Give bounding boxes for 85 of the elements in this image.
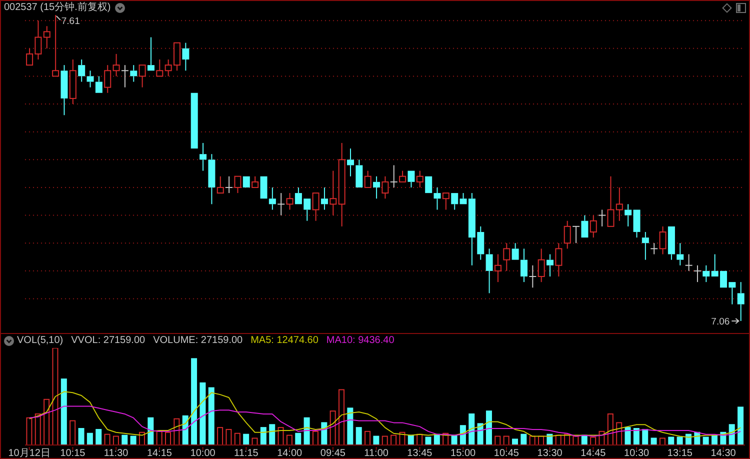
x-tick-label: 11:00 (364, 448, 389, 459)
x-tick-label: 14:00 (277, 448, 303, 459)
bar (659, 438, 666, 445)
x-tick-label: 13:15 (667, 448, 693, 459)
bar (477, 423, 484, 445)
bar (286, 434, 292, 445)
bar (243, 434, 250, 445)
bar (425, 436, 432, 445)
bar (208, 387, 214, 445)
bar (52, 348, 58, 445)
x-tick-label: 14:15 (146, 448, 172, 459)
bar (390, 434, 397, 445)
bar (104, 434, 110, 445)
x-tick-label: 14:45 (580, 448, 606, 459)
bar (234, 432, 240, 445)
bar (130, 436, 136, 445)
bar (148, 417, 154, 445)
bar (217, 427, 224, 445)
bar (373, 436, 380, 445)
bar (503, 436, 510, 445)
bar (642, 428, 648, 445)
bar (486, 410, 492, 445)
bar (702, 436, 709, 445)
bar (468, 413, 475, 445)
x-tick-label: 14:30 (710, 448, 736, 459)
text: MA10: 9436.40 (326, 335, 394, 346)
bar (364, 430, 371, 445)
x-tick-label: 10:30 (624, 448, 650, 459)
bar (191, 358, 198, 445)
x-tick-label: 10:00 (190, 448, 216, 459)
bar (96, 428, 102, 445)
x-tick-label: 13:45 (407, 448, 433, 459)
bar (347, 408, 354, 445)
bar (676, 436, 683, 445)
bar (112, 436, 119, 445)
x-tick-label: 11:15 (234, 448, 259, 459)
bar (650, 438, 657, 445)
bar (668, 436, 674, 445)
bar (182, 415, 188, 445)
x-tick-label: 13:30 (537, 448, 563, 459)
bar (356, 427, 362, 445)
bar (34, 413, 41, 445)
bar (78, 428, 84, 445)
bar (60, 378, 67, 445)
x-tick-label: 09:45 (320, 448, 346, 459)
bar (269, 424, 276, 445)
bar (278, 427, 284, 445)
bar (312, 430, 318, 445)
text: VVOL: 27159.00 (71, 335, 146, 346)
x-tick-label: 11:30 (104, 448, 129, 459)
bar (512, 438, 518, 445)
bar (304, 417, 310, 445)
bar (590, 436, 596, 445)
bar (26, 417, 32, 445)
bar (226, 428, 232, 445)
bar (633, 428, 640, 445)
bar (330, 410, 336, 445)
bar (321, 422, 328, 445)
candlestick (737, 282, 744, 321)
bar (494, 436, 501, 445)
bar (122, 434, 128, 445)
bar (156, 430, 162, 445)
bar (738, 406, 744, 445)
bar (520, 434, 527, 445)
text: MA5: 12474.60 (250, 335, 318, 346)
bar (624, 427, 631, 445)
bar (44, 398, 50, 445)
bar (260, 427, 266, 445)
bar (295, 432, 302, 445)
bar (165, 432, 172, 445)
bar (70, 420, 76, 445)
bar (86, 432, 93, 445)
text: VOL(5,10) (17, 335, 64, 346)
bar (338, 389, 345, 445)
bar (616, 422, 622, 445)
text: VOLUME: 27159.00 (153, 335, 243, 346)
x-tick-label: 10:15 (60, 448, 86, 459)
bar (174, 418, 180, 445)
bar (382, 436, 388, 445)
x-tick-label: 10:45 (494, 448, 520, 459)
bar (200, 382, 206, 445)
x-tick-label: 15:00 (450, 448, 476, 459)
x-tick-label: 10月12日 (8, 448, 50, 459)
bar (607, 413, 614, 445)
bar (252, 438, 258, 445)
